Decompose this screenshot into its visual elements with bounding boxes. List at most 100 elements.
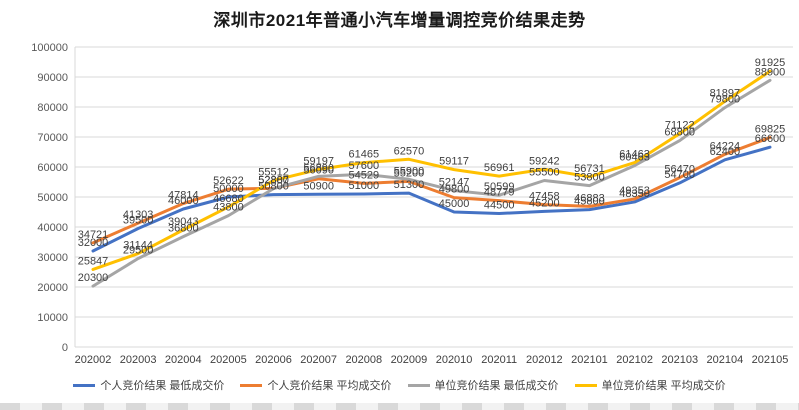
y-tick-label: 60000 [37, 162, 68, 174]
legend-line-swatch [407, 383, 430, 387]
data-label: 46883 [574, 192, 605, 204]
x-tick-label: 202004 [165, 354, 202, 366]
legend-line-swatch [574, 383, 597, 387]
data-label: 61465 [349, 149, 380, 161]
legend-item[interactable]: 个人竞价结果 平均成交价 [240, 377, 392, 393]
data-label: 62570 [394, 145, 425, 157]
data-label: 91925 [755, 57, 786, 69]
data-label: 68800 [664, 127, 695, 139]
data-label: 31144 [123, 240, 153, 252]
data-label: 48350 [619, 188, 650, 200]
data-label: 56470 [664, 164, 695, 176]
data-label: 47458 [529, 191, 560, 203]
data-label: 69825 [755, 124, 786, 136]
data-label: 55200 [394, 167, 425, 179]
legend-item[interactable]: 单位竞价结果 最低成交价 [407, 377, 559, 393]
data-label: 36800 [168, 223, 199, 235]
x-tick-label: 202003 [120, 354, 157, 366]
data-label: 50000 [213, 183, 244, 195]
data-label: 29500 [123, 245, 154, 257]
x-tick-label: 202101 [571, 354, 608, 366]
x-tick-label: 202103 [661, 354, 698, 366]
data-label: 52147 [439, 177, 470, 189]
data-label: 60463 [619, 152, 650, 164]
legend-line-swatch [73, 383, 96, 387]
data-label: 50599 [484, 181, 515, 193]
legend-label: 个人竞价结果 平均成交价 [267, 380, 392, 392]
data-label: 54529 [349, 169, 380, 181]
data-label: 55900 [394, 165, 425, 177]
legend-label: 个人竞价结果 最低成交价 [100, 380, 225, 392]
x-tick-label: 202005 [210, 354, 247, 366]
data-label: 45800 [574, 196, 605, 208]
data-label: 66600 [755, 133, 786, 145]
series-line [91, 136, 772, 245]
chart-title: 深圳市2021年普通小汽车增量调控竞价结果走势 [213, 11, 586, 30]
plot-area: 0 10000 20000 30000 40000 50000 60000 70000 8000… [31, 42, 793, 366]
data-label: 51300 [394, 179, 425, 191]
x-tick-label: 202006 [255, 354, 292, 366]
y-tick-label: 0 [62, 342, 68, 354]
y-tick-label: 20000 [37, 282, 68, 294]
data-label: 32000 [78, 237, 109, 249]
chart-legend: 个人竞价结果 最低成交价 个人竞价结果 平均成交价 单位竞价结果 最低成交价 单位竞价… [0, 377, 799, 393]
x-tick-label: 202010 [436, 354, 473, 366]
x-tick-label: 202104 [707, 354, 744, 366]
y-tick-label: 30000 [37, 252, 68, 264]
data-label: 45200 [529, 197, 560, 209]
legend-line-swatch [240, 383, 263, 387]
x-tick-label: 202012 [526, 354, 563, 366]
data-label: 59197 [303, 155, 334, 167]
data-label: 50800 [258, 181, 289, 193]
data-label: 81897 [710, 87, 741, 99]
data-label: 88900 [755, 66, 786, 78]
data-label: 20300 [78, 272, 109, 284]
data-label: 56090 [303, 165, 334, 177]
y-tick-label: 80000 [37, 102, 68, 114]
data-label: 52622 [213, 175, 244, 187]
data-label: 46680 [213, 193, 244, 205]
x-tick-label: 202009 [391, 354, 428, 366]
data-label: 53800 [574, 172, 605, 184]
data-label: 39043 [168, 216, 199, 228]
data-label: 64224 [710, 140, 741, 152]
legend-label: 单位竞价结果 平均成交价 [601, 380, 726, 392]
data-label: 41303 [123, 209, 154, 221]
horizontal-scrollbar[interactable] [0, 403, 799, 410]
legend-item[interactable]: 单位竞价结果 平均成交价 [574, 377, 726, 393]
x-tick-label: 202011 [481, 354, 517, 366]
data-label: 62400 [710, 146, 741, 158]
data-label: 71122 [665, 120, 695, 132]
data-label: 59242 [529, 155, 560, 167]
legend-item[interactable]: 个人竞价结果 最低成交价 [73, 377, 224, 393]
y-tick-label: 90000 [37, 72, 68, 84]
data-label: 57600 [349, 160, 380, 172]
y-tick-label: 100000 [31, 42, 68, 54]
data-label: 56731 [574, 163, 605, 175]
data-label: 50900 [303, 180, 334, 192]
legend-label: 单位竞价结果 最低成交价 [434, 380, 559, 392]
data-label: 56890 [303, 162, 334, 174]
y-tick-label: 40000 [37, 222, 68, 234]
data-label: 47814 [168, 190, 199, 202]
data-label: 43800 [213, 202, 244, 214]
data-label: 49353 [619, 185, 650, 197]
series-line [91, 145, 772, 253]
x-tick-label: 202102 [616, 354, 653, 366]
data-label: 46000 [168, 195, 199, 207]
data-label: 52887 [258, 174, 289, 186]
x-tick-label: 202105 [752, 354, 789, 366]
data-label: 52800 [258, 175, 289, 187]
data-label: 55512 [258, 166, 289, 178]
series-line [91, 78, 772, 288]
data-label: 34721 [78, 229, 109, 241]
x-tick-label: 202007 [300, 354, 337, 366]
data-label: 56961 [484, 162, 515, 174]
data-label: 25847 [78, 255, 109, 267]
x-tick-label: 202002 [75, 354, 112, 366]
y-tick-label: 50000 [37, 192, 68, 204]
x-tick-label: 202008 [345, 354, 382, 366]
y-tick-label: 10000 [37, 312, 68, 324]
data-label: 54700 [664, 169, 695, 181]
